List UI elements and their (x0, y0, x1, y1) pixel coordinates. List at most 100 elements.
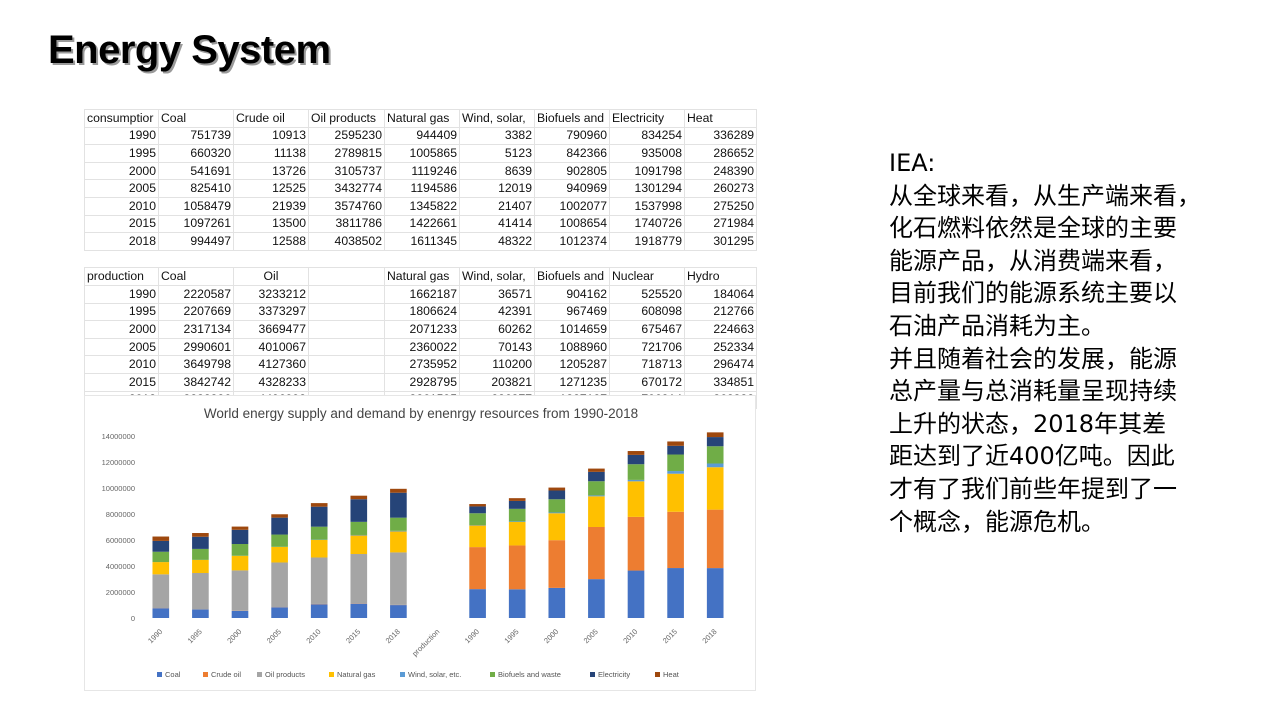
bar-segment (548, 587, 566, 618)
table-cell: 2005 (84, 337, 159, 357)
table-cell: 13500 (233, 214, 309, 234)
table-cell: 252334 (684, 337, 757, 357)
table-cell: 1119246 (384, 161, 460, 181)
x-tick-label: 2010 (304, 627, 322, 645)
legend-item: Oil products (257, 670, 305, 679)
table-cell: 967469 (534, 302, 610, 322)
bar-segment (667, 454, 684, 472)
table-row: 2018 994497 12588 4038502 1611345 48322 101237… (84, 232, 757, 251)
table-cell: 2010 (84, 355, 159, 374)
table-cell: 70143 (459, 337, 535, 357)
chart-title: World energy supply and demand by enenrg… (204, 406, 638, 421)
chart-canvas: World energy supply and demand by enenrg… (102, 406, 724, 679)
bar-segment (508, 498, 526, 501)
table-cell: 1611345 (384, 232, 460, 251)
legend-label: Natural gas (337, 670, 376, 679)
table-row: 1990 2220587 3233212 1662187 36571 904162 5255… (84, 284, 757, 304)
bar-segment (271, 562, 288, 608)
bar-segment (508, 545, 526, 590)
table-cell: 110200 (459, 355, 535, 374)
x-tick-label: 2010 (621, 627, 639, 645)
legend-label: Oil products (265, 670, 305, 679)
legend-label: Coal (165, 670, 181, 679)
table-cell (308, 372, 385, 392)
consumption-header-row: consumptior Coal Crude oil Oil products Natu… (84, 109, 757, 128)
table-cell: Electricity (609, 109, 685, 128)
text-line: 上升的状态，2018年其差 (889, 409, 1167, 438)
bar-segment (469, 513, 486, 526)
table-cell: 1008654 (534, 214, 610, 234)
bar-segment (350, 499, 368, 522)
table-cell: 1058479 (158, 196, 234, 216)
table-cell: 675467 (609, 320, 685, 339)
bar-segment (548, 540, 566, 588)
table-cell: 1088960 (534, 337, 610, 357)
bar-segment (152, 536, 170, 541)
x-tick-label: 2015 (661, 627, 679, 645)
table-cell: 4328233 (233, 372, 309, 392)
legend-swatch (400, 672, 405, 677)
bar-segment (192, 573, 209, 610)
table-cell: Hydro (684, 267, 757, 286)
table-row: 2005 2990601 4010067 2360022 70143 1088960 721… (84, 337, 757, 357)
table-cell: 336289 (684, 126, 757, 146)
table-cell: 21407 (459, 196, 535, 216)
bar-segment (271, 607, 288, 618)
table-cell: 2928795 (384, 372, 460, 392)
legend-item: Heat (655, 670, 680, 679)
bar-segment (588, 495, 605, 497)
legend-item: Natural gas (329, 670, 376, 679)
table-cell: 1662187 (384, 284, 460, 304)
legend-swatch (490, 672, 495, 677)
bar-segment (627, 516, 645, 571)
table-cell: Natural gas (384, 267, 460, 286)
table-row: 2000 541691 13726 3105737 1119246 8639 902805 1… (84, 161, 757, 181)
table-cell: 2735952 (384, 355, 460, 374)
table-cell: 1345822 (384, 196, 460, 216)
bar-segment (350, 535, 368, 555)
table-cell (684, 249, 757, 269)
bar-segment (350, 603, 368, 618)
bar-segment (350, 521, 368, 535)
table-row: 1990 751739 10913 2595230 944409 3382 790960 83… (84, 126, 757, 146)
table-cell: 12525 (233, 179, 309, 198)
table-cell: consumptior (84, 109, 159, 128)
table-cell: Crude oil (233, 109, 309, 128)
bar-segment (310, 526, 328, 540)
bar-segment (350, 495, 368, 500)
table-cell: 334851 (684, 372, 757, 392)
bar-segment (310, 604, 328, 618)
legend-item: Electricity (590, 670, 630, 679)
bar-segment (231, 555, 249, 571)
bar-segment (152, 562, 170, 575)
bar-segment (390, 492, 407, 518)
bar-segment (706, 509, 724, 569)
legend-item: Coal (157, 670, 181, 679)
table-cell: 224663 (684, 320, 757, 339)
table-cell: 4010067 (233, 337, 309, 357)
bar-segment (627, 451, 645, 455)
bar-segment (548, 512, 566, 514)
bar-segment (667, 441, 684, 446)
bar-segment (390, 605, 407, 618)
legend-swatch (590, 672, 595, 677)
table-cell: 212766 (684, 302, 757, 322)
table-cell (308, 302, 385, 322)
bar-segment (390, 488, 407, 493)
table-cell (308, 355, 385, 374)
table-cell: 1990 (84, 284, 159, 304)
table-cell: 3382 (459, 126, 535, 146)
bar-segment (627, 481, 645, 517)
bar-segment (390, 531, 407, 553)
bar-segment (271, 534, 288, 547)
table-cell (609, 249, 685, 269)
table-cell: 5123 (459, 144, 535, 163)
table-cell: Biofuels and (534, 109, 610, 128)
legend-swatch (203, 672, 208, 677)
table-cell: 1271235 (534, 372, 610, 392)
table-cell: 8639 (459, 161, 535, 181)
legend-label: Electricity (598, 670, 630, 679)
text-line: 化石燃料依然是全球的主要 (889, 214, 1177, 243)
bar-segment (667, 471, 684, 474)
bar-segment (231, 570, 249, 611)
